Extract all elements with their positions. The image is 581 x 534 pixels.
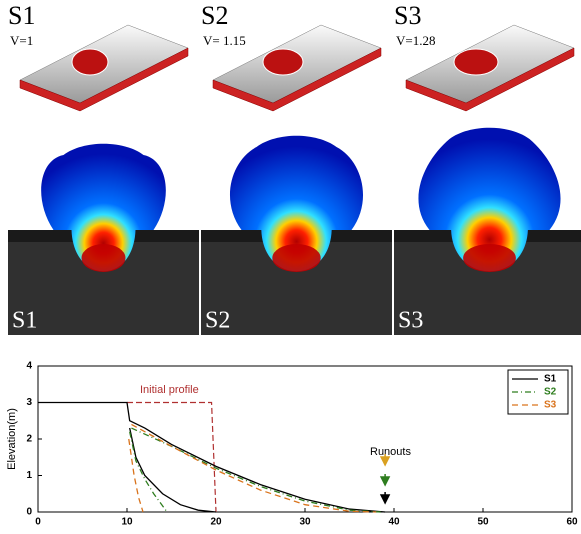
panel-label: S1 bbox=[12, 308, 37, 334]
initial-profile bbox=[127, 403, 216, 513]
annotation: Runouts bbox=[370, 446, 411, 458]
middle-row: S1 S2 S3 bbox=[8, 128, 581, 335]
series-line bbox=[38, 403, 385, 513]
panel-label: S1 bbox=[8, 1, 35, 30]
y-tick-label: 2 bbox=[26, 434, 32, 445]
panel-label: S3 bbox=[398, 308, 423, 334]
x-tick-label: 30 bbox=[299, 517, 311, 528]
chart: Elevation(m) 0 10 20 30 40 50 60 0 1 2 3 4 Initial p… bbox=[6, 361, 578, 528]
x-tick-label: 40 bbox=[388, 517, 400, 528]
panel-label: S2 bbox=[205, 308, 230, 334]
runout-arrow bbox=[381, 474, 389, 485]
panel-label: S2 bbox=[201, 1, 228, 30]
y-axis-label: Elevation(m) bbox=[6, 408, 18, 470]
series-line bbox=[130, 428, 381, 512]
x-tick-label: 10 bbox=[121, 517, 133, 528]
y-tick-label: 1 bbox=[26, 470, 32, 481]
slide-scar bbox=[72, 49, 108, 75]
legend-label: S1 bbox=[544, 374, 557, 385]
y-tick-label: 0 bbox=[26, 507, 32, 518]
legend-label: S2 bbox=[544, 387, 557, 398]
series-line bbox=[129, 424, 376, 512]
plot-frame bbox=[38, 366, 572, 512]
x-tick-label: 50 bbox=[477, 517, 489, 528]
velocity-label: V=1 bbox=[10, 33, 33, 48]
x-tick-label: 60 bbox=[566, 517, 578, 528]
velocity-label: V=1.28 bbox=[396, 33, 435, 48]
core bbox=[82, 244, 126, 272]
y-tick-label: 3 bbox=[26, 397, 32, 408]
x-tick-label: 0 bbox=[35, 517, 41, 528]
y-tick-label: 4 bbox=[26, 361, 32, 372]
slide-scar bbox=[263, 49, 303, 75]
velocity-label: V= 1.15 bbox=[203, 33, 246, 48]
x-tick-label: 20 bbox=[210, 517, 222, 528]
runout-arrow bbox=[381, 492, 389, 503]
core bbox=[463, 244, 516, 272]
core bbox=[272, 244, 320, 272]
panel-label: S3 bbox=[394, 1, 421, 30]
annotation: Initial profile bbox=[140, 384, 199, 396]
top-row: S1 V=1 S2 V= 1.15 S3 V=1.28 bbox=[8, 1, 574, 111]
figure: S1 V=1 S2 V= 1.15 S3 V=1.28 S1 S2 S3 Elevation(… bbox=[0, 0, 581, 529]
slide-scar bbox=[454, 49, 498, 75]
legend-label: S3 bbox=[544, 400, 557, 411]
